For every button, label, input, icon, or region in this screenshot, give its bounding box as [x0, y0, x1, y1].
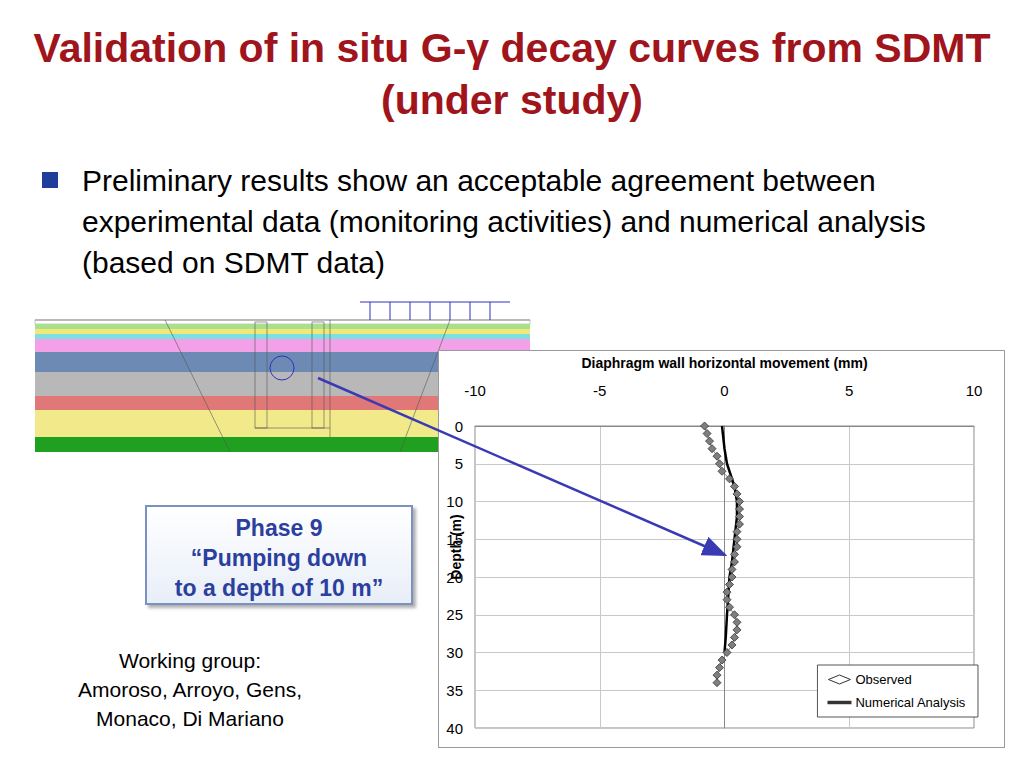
- svg-text:5: 5: [455, 455, 463, 472]
- html-text:Monaco, Di Mariano: Monaco, Di Mariano: [96, 707, 284, 730]
- html-text:Working group:: Working group:: [119, 649, 261, 672]
- svg-text:-5: -5: [593, 382, 606, 399]
- svg-text:Numerical Analysis: Numerical Analysis: [855, 695, 965, 710]
- svg-text:10: 10: [966, 382, 983, 399]
- svg-text:30: 30: [446, 644, 463, 661]
- svg-text:5: 5: [845, 382, 853, 399]
- svg-text:0: 0: [720, 382, 728, 399]
- html-text:Validation of in situ G-γ deca: Validation of in situ G-γ decay curves f…: [33, 25, 991, 123]
- svg-text:0: 0: [455, 418, 463, 435]
- svg-text:-10: -10: [464, 382, 486, 399]
- svg-text:20: 20: [446, 569, 463, 586]
- html-text:Phase 9: Phase 9: [235, 515, 323, 541]
- svg-text:40: 40: [446, 720, 463, 737]
- svg-text:25: 25: [446, 606, 463, 623]
- html-text:“Pumping down: “Pumping down: [190, 545, 368, 571]
- svg-text:15: 15: [446, 531, 463, 548]
- svg-text:10: 10: [446, 493, 463, 510]
- html-text:Amoroso, Arroyo, Gens,: Amoroso, Arroyo, Gens,: [78, 678, 302, 701]
- svg-text:Observed: Observed: [855, 672, 911, 687]
- svg-text:35: 35: [446, 682, 463, 699]
- svg-text:Diaphragm wall horizontal move: Diaphragm wall horizontal movement (mm): [581, 355, 867, 371]
- html-text:to a depth of 10 m”: to a depth of 10 m”: [174, 575, 384, 601]
- html-text:Preliminary results show an ac: Preliminary results show an acceptable a…: [82, 164, 926, 279]
